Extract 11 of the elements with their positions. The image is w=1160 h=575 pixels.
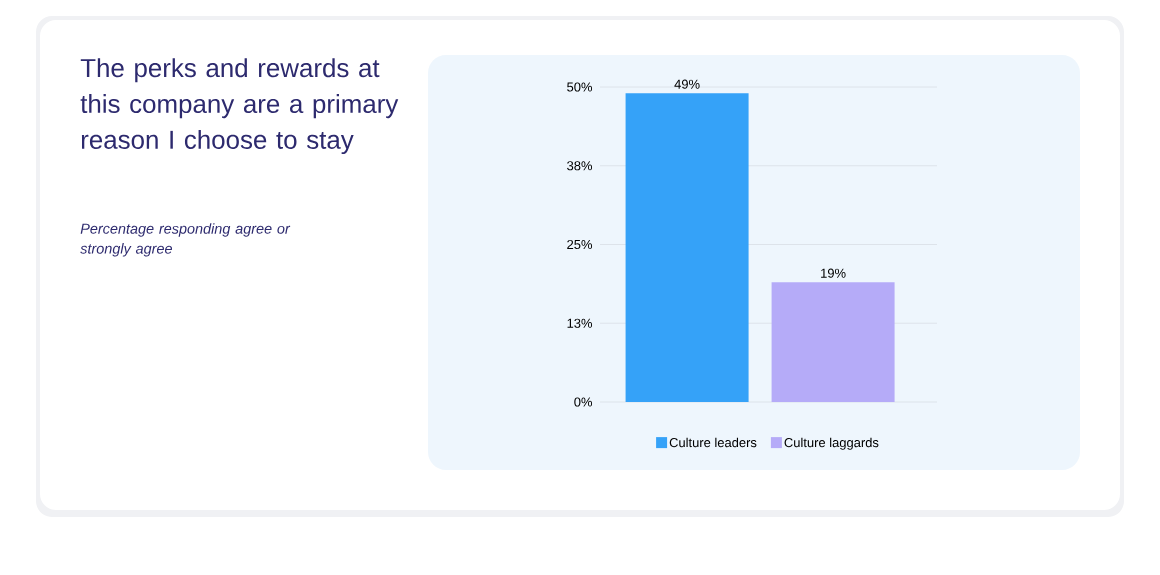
legend-label: Culture laggards — [784, 437, 879, 450]
legend-label: Culture leaders — [669, 437, 757, 448]
text: Percentage responding agree or strongly agree — [80, 223, 291, 257]
y-tick-label: 13% — [567, 318, 593, 328]
data-label: 19% — [821, 268, 846, 278]
y-tick-label: 25% — [567, 239, 593, 250]
y-tick-label: 0% — [574, 397, 593, 407]
y-tick-label: 50% — [567, 82, 593, 92]
text: The perks and rewards at this company are a primary reason I choose to stay — [80, 58, 399, 155]
y-tick-label: 38% — [567, 161, 593, 171]
data-label: 49% — [674, 79, 700, 89]
